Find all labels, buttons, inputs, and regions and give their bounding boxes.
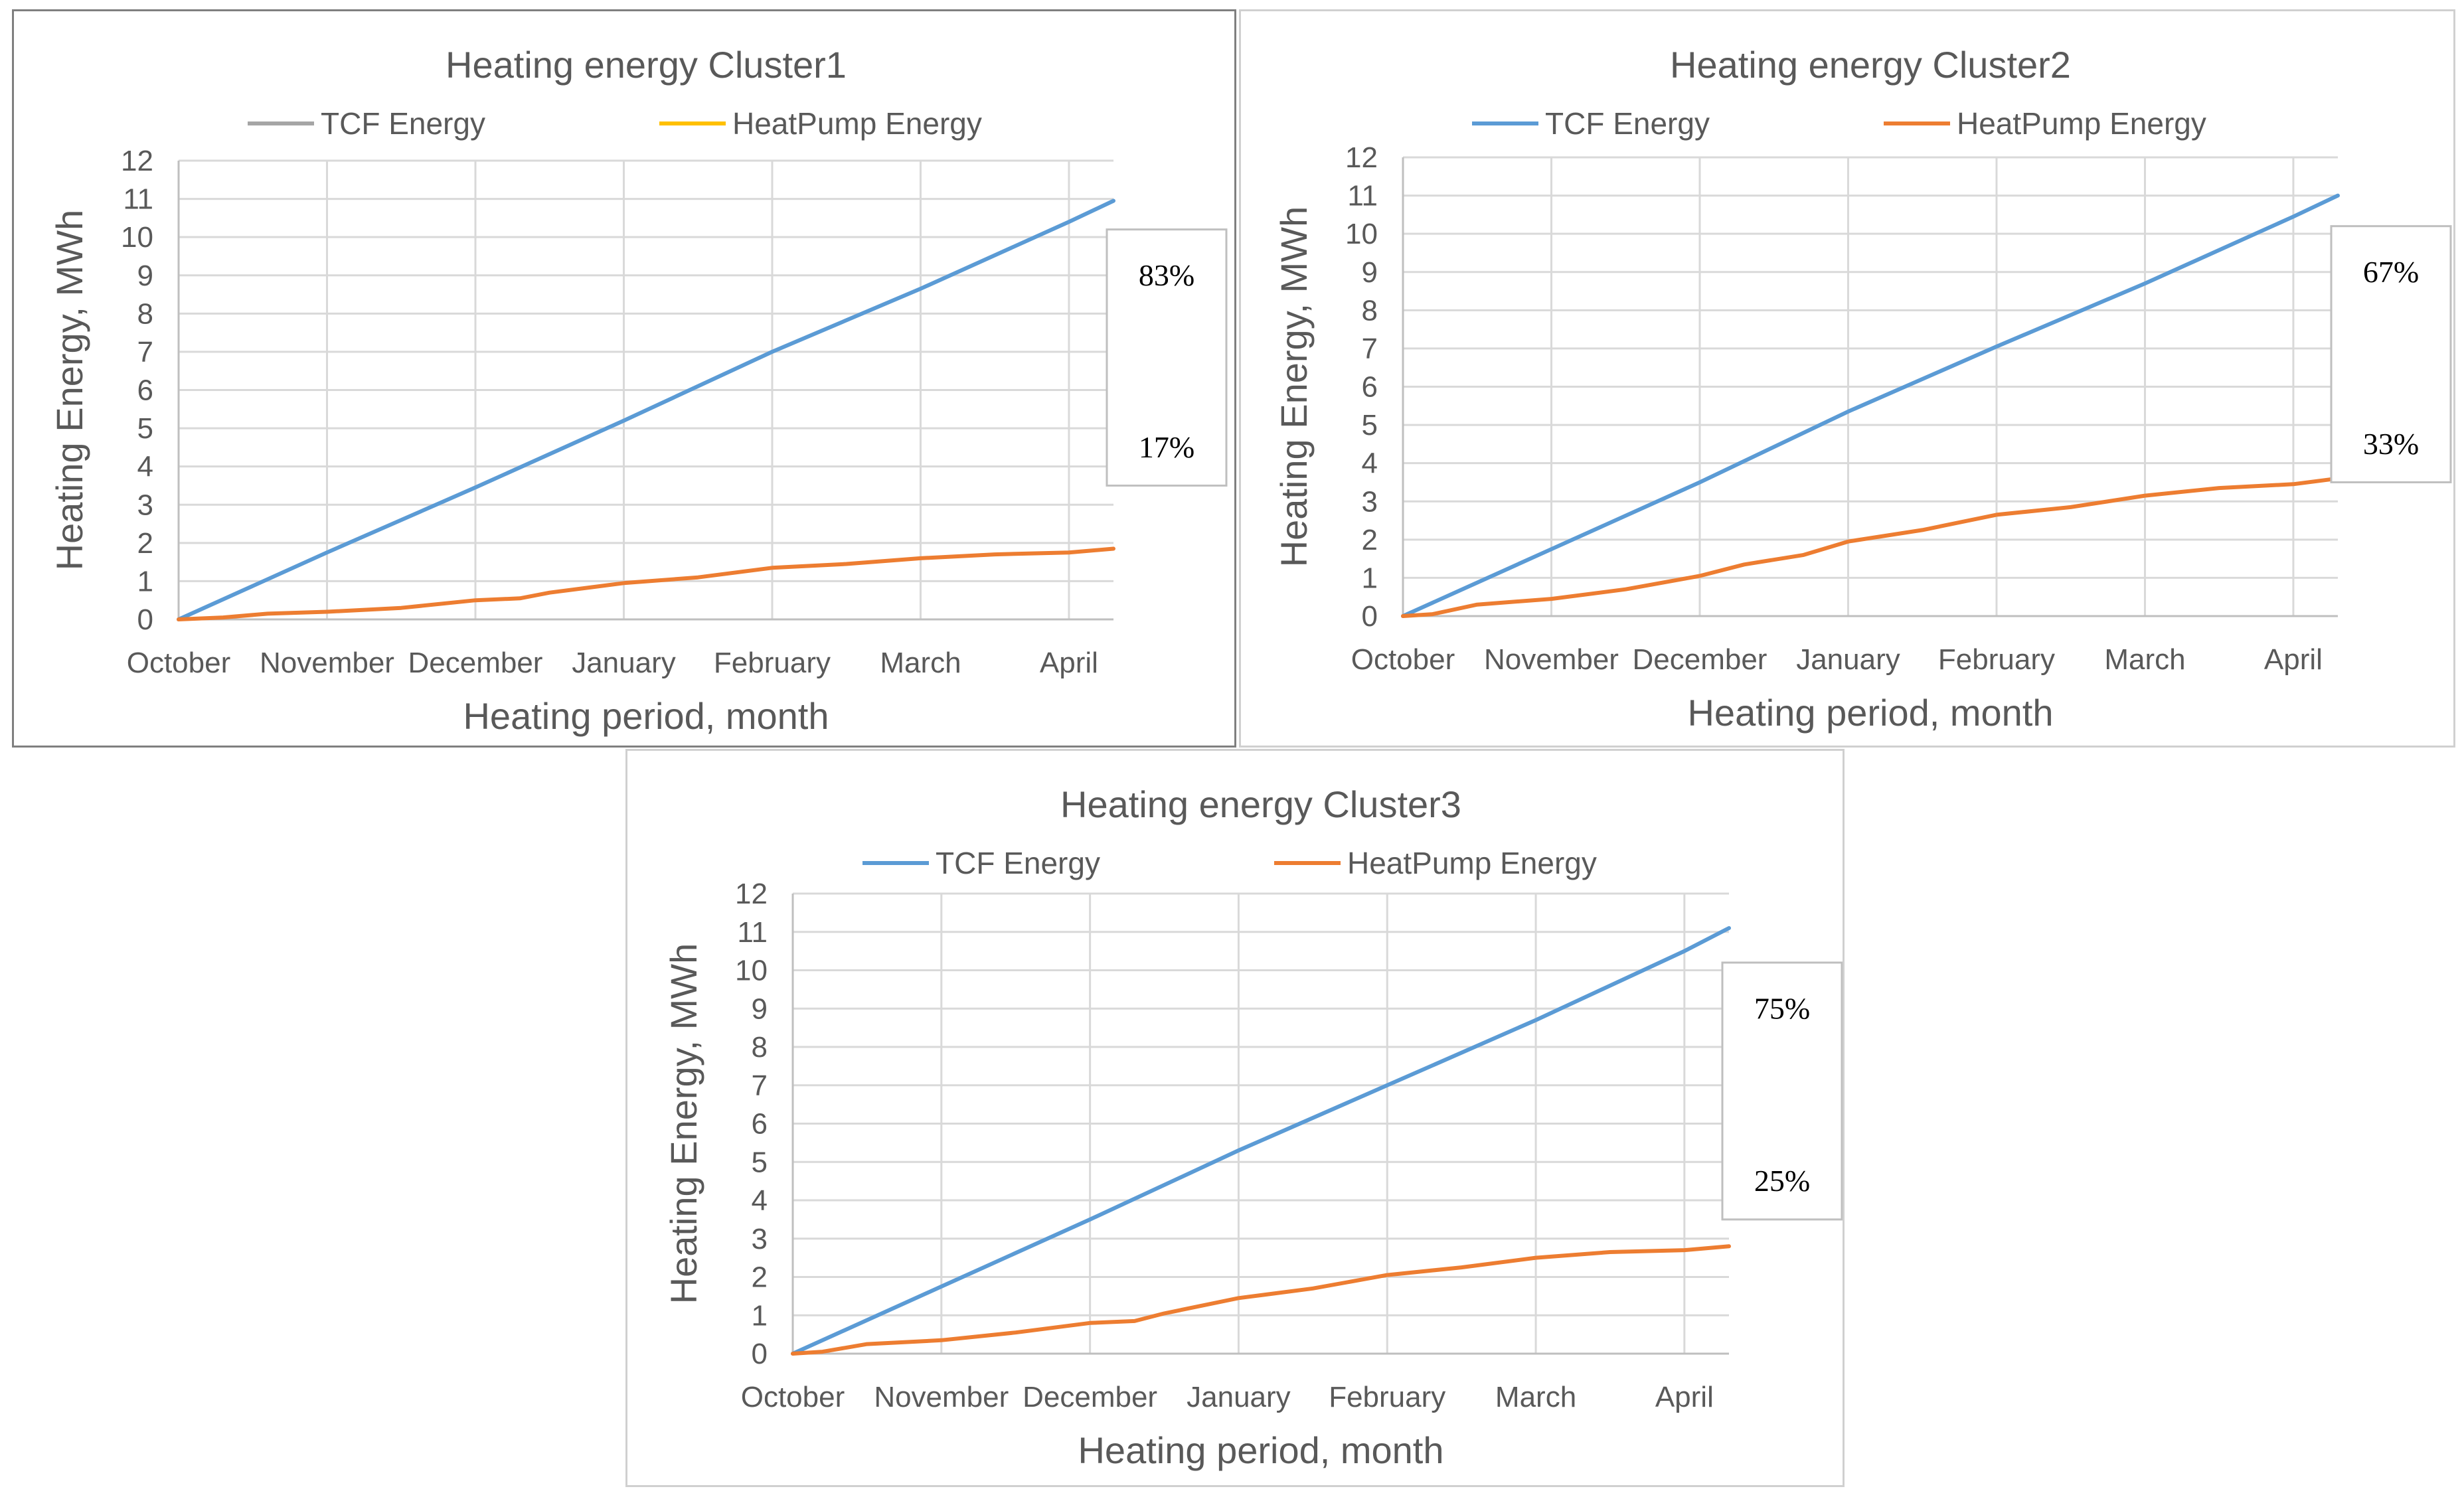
y-tick-label-7: 7 <box>1362 333 1378 365</box>
y-tick-label-7: 7 <box>752 1070 768 1102</box>
x-tick-label-january: January <box>1187 1381 1291 1413</box>
y-tick-label-9: 9 <box>1362 256 1378 289</box>
y-tick-label-0: 0 <box>1362 600 1378 633</box>
y-tick-label-3: 3 <box>1362 485 1378 518</box>
chart-title: Heating energy Cluster3 <box>1060 783 1461 825</box>
y-tick-label-12: 12 <box>121 145 153 177</box>
y-tick-label-5: 5 <box>752 1146 768 1178</box>
y-tick-label-5: 5 <box>137 412 153 445</box>
x-tick-label-november: November <box>260 647 394 679</box>
legend-label-2: HeatPump Energy <box>1957 106 2206 141</box>
y-axis-title: Heating Energy, MWh <box>48 210 90 571</box>
series-line-1 <box>177 198 1115 621</box>
line-chart-cluster2: Heating energy Cluster2 TCF Energy HeatPum… <box>1273 44 2452 734</box>
x-tick-label-march: March <box>880 647 961 679</box>
y-tick-label-2: 2 <box>1362 524 1378 556</box>
x-tick-label-april: April <box>2264 643 2323 676</box>
y-tick-label-9: 9 <box>137 260 153 292</box>
x-tick-label-february: February <box>714 647 831 679</box>
x-tick-label-november: November <box>1484 643 1619 676</box>
y-tick-label-6: 6 <box>137 374 153 407</box>
y-tick-label-5: 5 <box>1362 409 1378 441</box>
y-tick-label-2: 2 <box>137 527 153 560</box>
y-tick-label-0: 0 <box>752 1338 768 1370</box>
y-tick-label-9: 9 <box>752 992 768 1025</box>
x-tick-label-december: December <box>1632 643 1767 676</box>
series-line-1 <box>1401 193 2340 618</box>
series-line-2 <box>791 1244 1731 1356</box>
series-line-2 <box>1401 476 2340 618</box>
y-tick-label-11: 11 <box>123 183 153 216</box>
x-axis-title: Heating period, month <box>1078 1429 1443 1471</box>
chart-title: Heating energy Cluster2 <box>1670 44 2071 86</box>
y-tick-label-1: 1 <box>137 565 153 597</box>
legend-label-2: HeatPump Energy <box>1347 846 1597 880</box>
y-tick-label-7: 7 <box>137 336 153 368</box>
legend-label-2: HeatPump Energy <box>732 106 982 141</box>
x-tick-label-march: March <box>1495 1381 1576 1413</box>
chart-panel-cluster1: Heating energy Cluster1 TCF Energy HeatPum… <box>12 9 1236 748</box>
legend-label-1: TCF Energy <box>321 106 485 141</box>
x-tick-label-march: March <box>2104 643 2185 676</box>
x-tick-label-april: April <box>1040 647 1098 679</box>
y-axis-title: Heating Energy, MWh <box>663 943 704 1305</box>
y-tick-label-12: 12 <box>1345 141 1378 174</box>
line-chart-cluster1: Heating energy Cluster1 TCF Energy HeatPum… <box>48 44 1228 737</box>
y-tick-label-4: 4 <box>1362 447 1378 480</box>
x-tick-label-october: October <box>741 1381 845 1413</box>
y-tick-label-11: 11 <box>737 916 768 949</box>
y-tick-label-3: 3 <box>137 489 153 521</box>
legend-label-1: TCF Energy <box>936 846 1100 880</box>
x-tick-label-november: November <box>874 1381 1009 1413</box>
y-tick-label-2: 2 <box>752 1261 768 1294</box>
y-tick-label-10: 10 <box>121 221 153 254</box>
share-box <box>2330 225 2452 483</box>
y-tick-label-4: 4 <box>752 1184 768 1217</box>
share-label-heatpump: 17% <box>1139 430 1194 464</box>
series-line-1 <box>791 926 1731 1356</box>
legend-label-1: TCF Energy <box>1545 106 1710 141</box>
chart-panel-cluster2: Heating energy Cluster2 TCF Energy HeatPum… <box>1239 9 2455 748</box>
share-label-tcf: 83% <box>1139 258 1194 292</box>
share-label-heatpump: 25% <box>1754 1164 1810 1198</box>
share-label-tcf: 75% <box>1754 991 1810 1025</box>
x-tick-label-february: February <box>1329 1381 1445 1413</box>
x-tick-label-january: January <box>572 647 676 679</box>
share-label-heatpump: 33% <box>2363 427 2419 461</box>
series-line-2 <box>177 546 1115 621</box>
y-tick-label-6: 6 <box>1362 371 1378 404</box>
y-axis-title: Heating Energy, MWh <box>1273 206 1315 568</box>
x-tick-label-december: December <box>1023 1381 1157 1413</box>
y-tick-label-8: 8 <box>137 297 153 330</box>
y-tick-label-6: 6 <box>752 1108 768 1141</box>
x-tick-label-december: December <box>408 647 542 679</box>
share-box <box>1106 228 1228 487</box>
chart-title: Heating energy Cluster1 <box>446 44 847 86</box>
x-tick-label-february: February <box>1938 643 2055 676</box>
y-tick-label-11: 11 <box>1347 180 1378 212</box>
x-axis-title: Heating period, month <box>1687 692 2053 734</box>
y-tick-label-10: 10 <box>735 955 768 987</box>
x-axis-title: Heating period, month <box>463 695 829 737</box>
y-tick-label-12: 12 <box>735 878 768 910</box>
chart-panel-cluster3: Heating energy Cluster3 TCF Energy HeatPum… <box>625 749 1845 1487</box>
x-tick-label-october: October <box>127 647 231 679</box>
y-tick-label-4: 4 <box>137 451 153 483</box>
x-tick-label-january: January <box>1796 643 1900 676</box>
y-tick-label-8: 8 <box>752 1031 768 1064</box>
y-tick-label-10: 10 <box>1345 218 1378 250</box>
y-tick-label-1: 1 <box>1362 562 1378 594</box>
x-tick-label-april: April <box>1655 1381 1714 1413</box>
line-chart-cluster3: Heating energy Cluster3 TCF Energy HeatPum… <box>663 783 1843 1471</box>
x-tick-label-october: October <box>1351 643 1455 676</box>
y-tick-label-8: 8 <box>1362 294 1378 327</box>
y-tick-label-1: 1 <box>752 1299 768 1332</box>
share-box <box>1721 961 1843 1221</box>
y-tick-label-3: 3 <box>752 1223 768 1255</box>
y-tick-label-0: 0 <box>137 603 153 636</box>
share-label-tcf: 67% <box>2363 255 2419 289</box>
